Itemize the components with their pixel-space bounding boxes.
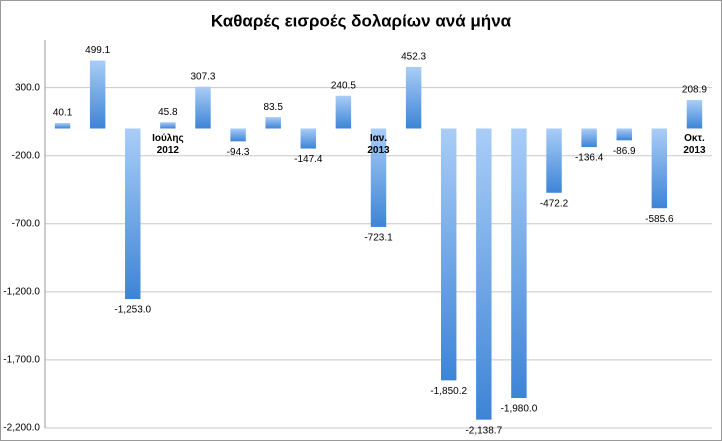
- value-label: -1,850.2: [430, 386, 467, 397]
- value-label: -2,138.7: [465, 425, 502, 436]
- bar: [686, 100, 703, 129]
- bar: [370, 128, 387, 227]
- y-tick-label: -1,700.0: [3, 355, 40, 366]
- value-label: -723.1: [364, 233, 393, 244]
- y-tick-label: 300.0: [15, 82, 40, 93]
- bar: [616, 128, 632, 141]
- bar: [476, 128, 492, 420]
- bar: [335, 95, 352, 129]
- value-label: 307.3: [190, 71, 215, 82]
- value-label: 40.1: [53, 108, 73, 119]
- value-label: -472.2: [540, 198, 569, 209]
- value-label: -1,253.0: [114, 305, 151, 316]
- y-tick-label: -700.0: [12, 218, 41, 229]
- bar: [265, 117, 281, 129]
- chart-title: Καθαρές εισροές δολαρίων ανά μήνα: [211, 11, 512, 30]
- value-label: -86.9: [613, 146, 636, 157]
- bar: [440, 128, 457, 381]
- bar: [230, 128, 246, 142]
- bar: [54, 123, 71, 129]
- bar: [511, 128, 527, 399]
- y-tick-label: -200.0: [12, 150, 41, 161]
- value-label: -1,980.0: [501, 404, 538, 415]
- bar: [405, 66, 422, 129]
- bar: [581, 128, 597, 148]
- x-tick-label: Ιούλης 2012: [152, 133, 184, 157]
- bar: [195, 86, 211, 129]
- bar: [160, 122, 176, 129]
- value-label: -94.3: [227, 147, 250, 158]
- y-tick-label: -1,200.0: [3, 287, 40, 298]
- value-label: 452.3: [401, 52, 426, 63]
- bar: [546, 128, 562, 193]
- value-label: -136.4: [575, 153, 604, 164]
- value-label: 208.9: [682, 85, 707, 96]
- y-tick-label: -2,200.0: [3, 423, 40, 434]
- bar: [300, 128, 317, 149]
- value-label: 240.5: [331, 80, 356, 91]
- bar: [651, 128, 668, 209]
- x-tick-label: Οκτ. 2013: [683, 133, 706, 157]
- value-label: 499.1: [85, 45, 110, 56]
- value-label: 83.5: [263, 102, 283, 113]
- value-label: -585.6: [645, 214, 674, 225]
- x-tick-label: Ιαν. 2013: [367, 133, 390, 157]
- value-label: -147.4: [294, 154, 323, 165]
- value-label: 45.8: [158, 107, 178, 118]
- bar: [125, 128, 141, 300]
- bar: [89, 60, 106, 129]
